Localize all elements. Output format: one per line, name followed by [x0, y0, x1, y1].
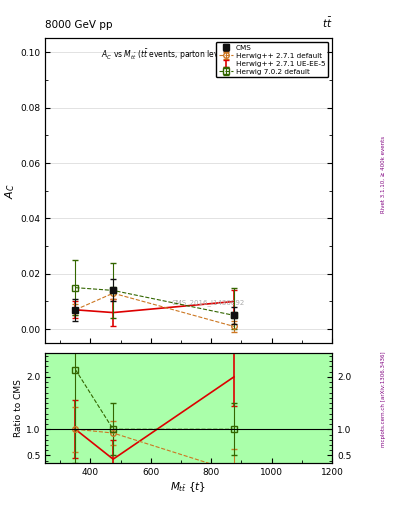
Text: mcplots.cern.ch [arXiv:1306.3436]: mcplots.cern.ch [arXiv:1306.3436]: [381, 352, 386, 447]
Text: Rivet 3.1.10, ≥ 400k events: Rivet 3.1.10, ≥ 400k events: [381, 136, 386, 212]
Y-axis label: Ratio to CMS: Ratio to CMS: [14, 379, 23, 437]
Text: 8000 GeV pp: 8000 GeV pp: [45, 19, 113, 30]
X-axis label: $M_{t\bar{t}}\ \{t\}$: $M_{t\bar{t}}\ \{t\}$: [171, 480, 207, 494]
Text: $A_C$ vs $M_{t\bar{t}}$ ($t\bar{t}$ events, parton level information): $A_C$ vs $M_{t\bar{t}}$ ($t\bar{t}$ even…: [101, 48, 276, 62]
Text: $t\bar{t}$: $t\bar{t}$: [321, 15, 332, 30]
Text: CMS_2016_I1430892: CMS_2016_I1430892: [172, 300, 245, 307]
Legend: CMS, Herwig++ 2.7.1 default, Herwig++ 2.7.1 UE-EE-5, Herwig 7.0.2 default: CMS, Herwig++ 2.7.1 default, Herwig++ 2.…: [216, 42, 329, 77]
Y-axis label: $A_C$: $A_C$: [4, 183, 17, 199]
